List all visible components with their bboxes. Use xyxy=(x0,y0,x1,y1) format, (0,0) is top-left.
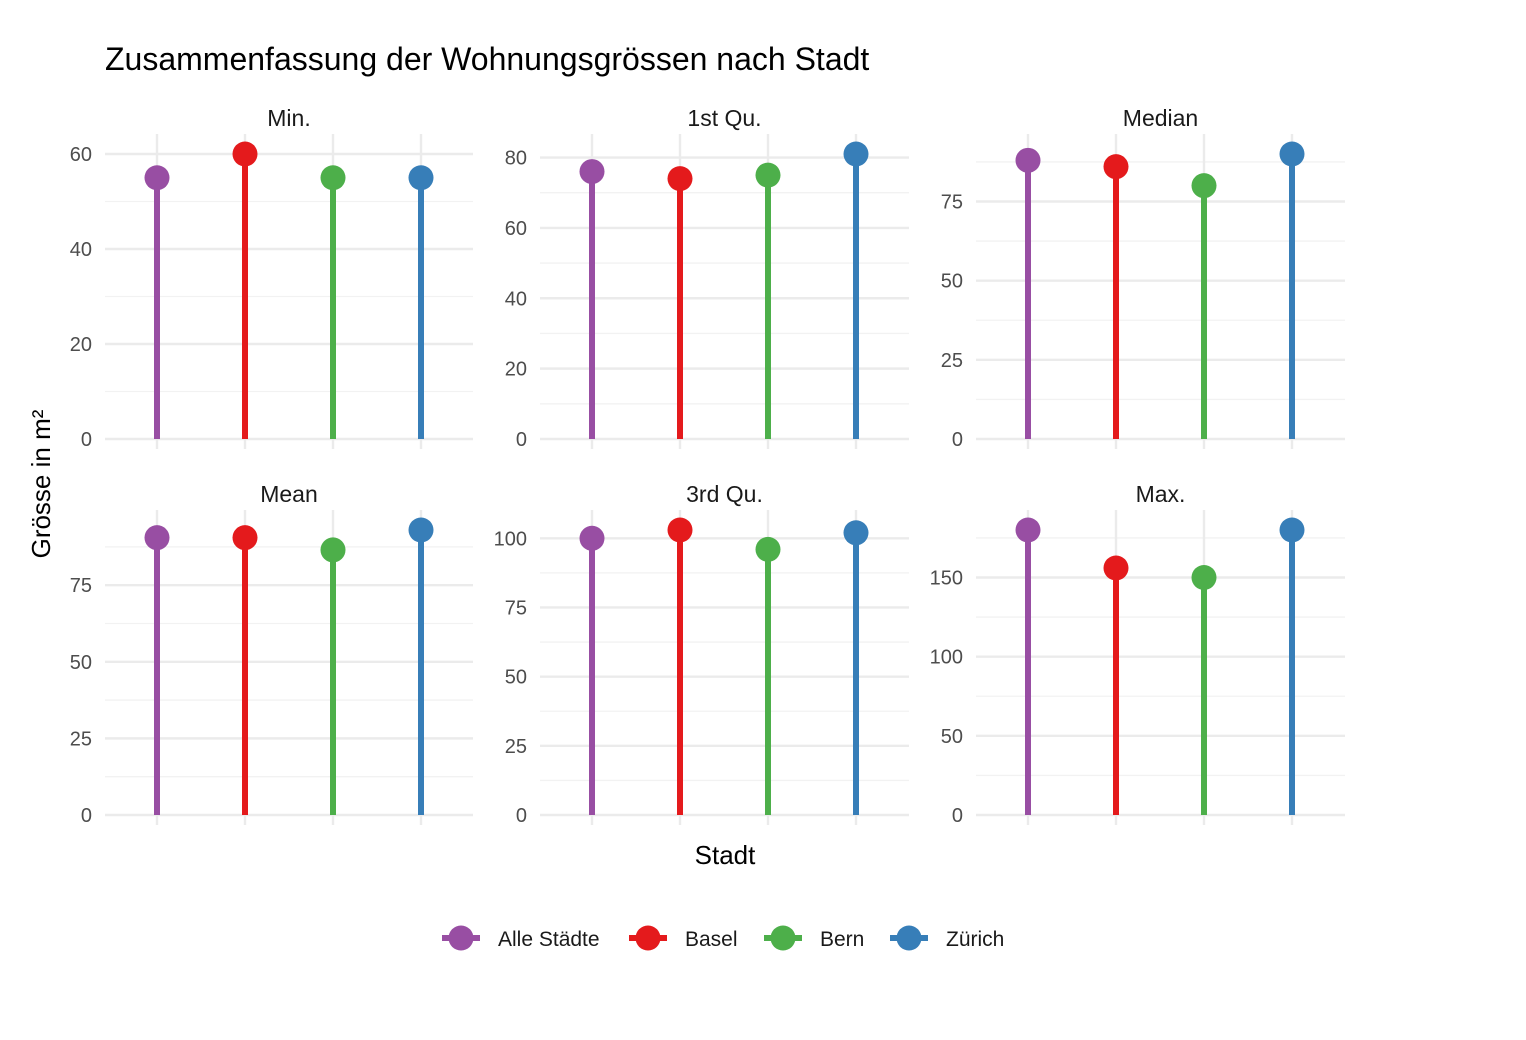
lollipop-point-bern xyxy=(1191,565,1217,590)
lollipop-point-basel xyxy=(1103,154,1129,180)
y-tick-label: 75 xyxy=(941,192,963,214)
lollipop-point-z-rich xyxy=(843,520,869,546)
lollipop-point-alle-st-dte xyxy=(1015,147,1041,173)
lollipop-point-bern xyxy=(1191,173,1217,199)
lollipop-point-alle-st-dte xyxy=(579,525,605,551)
facet-label: Mean xyxy=(260,481,318,507)
y-tick-label: 0 xyxy=(81,429,92,451)
y-tick-label: 40 xyxy=(70,239,92,261)
y-tick-label: 60 xyxy=(70,144,92,166)
facet-mean: 0 25 50 75 Mean xyxy=(70,481,473,827)
lollipop-point-bern xyxy=(320,537,346,563)
y-tick-label: 75 xyxy=(505,597,527,619)
y-tick-label: 25 xyxy=(505,736,527,758)
y-tick-label: 0 xyxy=(81,805,92,827)
x-axis-title: Stadt xyxy=(695,840,756,870)
lollipop-point-z-rich xyxy=(843,141,869,167)
legend-key-point xyxy=(448,925,474,951)
y-tick-label: 50 xyxy=(505,667,527,689)
lollipop-point-alle-st-dte xyxy=(1015,517,1041,543)
facet-label: Min. xyxy=(267,105,310,131)
lollipop-point-z-rich xyxy=(1279,141,1305,167)
facet-label: 3rd Qu. xyxy=(686,481,763,507)
legend-label: Bern xyxy=(820,928,864,951)
facet-median: 0 25 50 75 Median xyxy=(941,105,1345,451)
facet-label: 1st Qu. xyxy=(687,105,761,131)
y-tick-label: 50 xyxy=(941,271,963,293)
facet-panels: 0 20 40 60 Min. 0 20 40 60 80 1st Qu. 0 25 50 75 Median… xyxy=(70,105,1345,827)
legend-label: Basel xyxy=(685,928,738,951)
lollipop-point-z-rich xyxy=(408,165,434,191)
lollipop-point-bern xyxy=(755,162,781,188)
lollipop-point-alle-st-dte xyxy=(579,159,605,185)
chart-title: Zusammenfassung der Wohnungsgrössen nach… xyxy=(105,41,869,77)
y-tick-label: 0 xyxy=(952,805,963,827)
lollipop-point-alle-st-dte xyxy=(144,525,170,551)
lollipop-point-bern xyxy=(755,536,781,562)
legend-key-point xyxy=(896,925,922,951)
lollipop-point-basel xyxy=(232,525,258,551)
y-tick-label: 50 xyxy=(941,726,963,748)
lollipop-point-alle-st-dte xyxy=(144,165,170,191)
y-tick-label: 0 xyxy=(516,805,527,827)
y-axis-title: Grösse in m² xyxy=(26,409,56,558)
facet-3rd-qu: 0 25 50 75 100 3rd Qu. xyxy=(494,481,909,827)
lollipop-point-basel xyxy=(232,141,258,167)
lollipop-point-z-rich xyxy=(1279,517,1305,543)
legend-item-basel: Basel xyxy=(629,925,738,951)
lollipop-point-z-rich xyxy=(408,517,434,543)
y-tick-label: 150 xyxy=(930,568,963,590)
y-tick-label: 25 xyxy=(941,350,963,372)
facet-1st-qu: 0 20 40 60 80 1st Qu. xyxy=(505,105,909,451)
lollipop-point-basel xyxy=(667,166,693,192)
legend-key-point xyxy=(770,925,796,951)
legend: Alle Städte Basel Bern Zürich xyxy=(442,925,1004,951)
y-tick-label: 25 xyxy=(70,728,92,750)
legend-label: Zürich xyxy=(946,928,1004,951)
y-tick-label: 75 xyxy=(70,575,92,597)
y-tick-label: 0 xyxy=(952,429,963,451)
y-tick-label: 20 xyxy=(505,359,527,381)
facet-min: 0 20 40 60 Min. xyxy=(70,105,473,451)
lollipop-point-bern xyxy=(320,165,346,191)
facet-label: Median xyxy=(1123,105,1198,131)
y-tick-label: 40 xyxy=(505,288,527,310)
y-tick-label: 50 xyxy=(70,652,92,674)
facet-max: 0 50 100 150 Max. xyxy=(930,481,1345,827)
facet-label: Max. xyxy=(1136,481,1186,507)
y-tick-label: 60 xyxy=(505,218,527,240)
legend-label: Alle Städte xyxy=(498,928,600,951)
legend-key-point xyxy=(635,925,661,951)
legend-item-bern: Bern xyxy=(764,925,864,951)
y-tick-label: 0 xyxy=(516,429,527,451)
y-tick-label: 80 xyxy=(505,148,527,170)
legend-item-alle-st-dte: Alle Städte xyxy=(442,925,600,951)
lollipop-point-basel xyxy=(1103,555,1129,581)
y-tick-label: 20 xyxy=(70,334,92,356)
lollipop-point-basel xyxy=(667,517,693,543)
legend-item-z-rich: Zürich xyxy=(890,925,1004,951)
y-tick-label: 100 xyxy=(930,647,963,669)
y-tick-label: 100 xyxy=(494,528,527,550)
